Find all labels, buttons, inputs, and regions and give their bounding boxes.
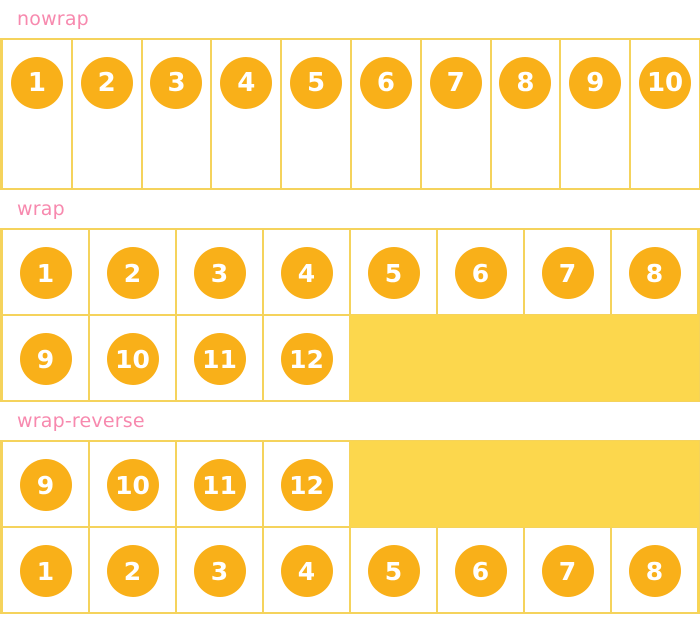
item-circle: 6 xyxy=(454,545,507,597)
item-circle: 1 xyxy=(19,247,72,299)
flex-item: 3 xyxy=(176,229,263,315)
flex-item: 1 xyxy=(2,39,72,189)
flex-item: 9 xyxy=(2,441,89,527)
section-wrap-reverse: wrap-reverse 1 2 3 4 5 6 7 xyxy=(0,402,700,614)
section-label-wrap: wrap xyxy=(17,198,65,220)
flex-item: 9 xyxy=(560,39,631,189)
item-circle: 11 xyxy=(193,333,246,385)
item-circle: 8 xyxy=(628,247,681,299)
item-circle: 8 xyxy=(499,57,552,109)
item-circle: 9 xyxy=(19,459,72,511)
flex-item: 11 xyxy=(176,315,263,401)
flex-item: 6 xyxy=(437,527,524,613)
flex-item: 2 xyxy=(71,39,142,189)
item-circle: 5 xyxy=(367,247,420,299)
section-label-wrap-reverse: wrap-reverse xyxy=(17,410,145,432)
item-circle: 12 xyxy=(280,333,333,385)
item-circle: 4 xyxy=(280,545,333,597)
item-circle: 7 xyxy=(429,57,482,109)
item-circle: 7 xyxy=(541,545,594,597)
flex-item: 3 xyxy=(176,527,263,613)
flex-item: 7 xyxy=(524,229,611,315)
item-circle: 4 xyxy=(220,57,273,109)
flex-item: 8 xyxy=(490,39,561,189)
item-circle: 2 xyxy=(106,545,159,597)
flex-item: 10 xyxy=(630,39,700,189)
item-circle: 10 xyxy=(106,459,159,511)
item-circle: 3 xyxy=(193,545,246,597)
flex-item: 6 xyxy=(350,39,421,189)
flex-item: 11 xyxy=(176,441,263,527)
flex-item: 6 xyxy=(437,229,524,315)
item-circle: 3 xyxy=(150,57,203,109)
flex-item: 1 xyxy=(2,527,89,613)
flex-item: 9 xyxy=(2,315,89,401)
section-wrap: wrap 1 2 3 4 5 6 7 8 xyxy=(0,190,700,402)
item-circle: 5 xyxy=(367,545,420,597)
flex-item: 3 xyxy=(141,39,212,189)
flex-item: 1 xyxy=(2,229,89,315)
item-circle: 12 xyxy=(280,459,333,511)
item-circle: 9 xyxy=(19,333,72,385)
flex-item: 10 xyxy=(89,315,176,401)
item-circle: 2 xyxy=(106,247,159,299)
section-nowrap: nowrap 1 2 3 4 5 6 7 8 xyxy=(0,0,700,190)
item-circle: 5 xyxy=(290,57,343,109)
flex-item: 5 xyxy=(281,39,351,189)
flex-item: 10 xyxy=(89,441,176,527)
item-circle: 10 xyxy=(639,57,692,109)
flex-item: 2 xyxy=(89,527,176,613)
item-circle: 1 xyxy=(19,545,72,597)
flex-item: 12 xyxy=(263,441,350,527)
flex-item: 5 xyxy=(350,229,437,315)
item-circle: 11 xyxy=(193,459,246,511)
item-circle: 1 xyxy=(10,57,63,109)
item-circle: 8 xyxy=(628,545,681,597)
flex-item: 8 xyxy=(611,229,698,315)
flex-item: 7 xyxy=(420,39,491,189)
flex-item: 2 xyxy=(89,229,176,315)
item-circle: 3 xyxy=(193,247,246,299)
flex-item: 4 xyxy=(211,39,282,189)
section-label-nowrap: nowrap xyxy=(17,8,89,30)
flex-container-wrap: 1 2 3 4 5 6 7 8 9 xyxy=(0,228,700,402)
item-circle: 6 xyxy=(454,247,507,299)
flex-container-nowrap: 1 2 3 4 5 6 7 8 9 xyxy=(0,38,700,190)
item-circle: 6 xyxy=(359,57,412,109)
item-circle: 4 xyxy=(280,247,333,299)
flex-item: 8 xyxy=(611,527,698,613)
item-circle: 10 xyxy=(106,333,159,385)
flex-item: 12 xyxy=(263,315,350,401)
item-circle: 9 xyxy=(569,57,622,109)
item-circle: 2 xyxy=(80,57,133,109)
flex-item: 7 xyxy=(524,527,611,613)
flex-item: 4 xyxy=(263,527,350,613)
item-circle: 7 xyxy=(541,247,594,299)
flex-item: 4 xyxy=(263,229,350,315)
flex-container-wrap-reverse: 1 2 3 4 5 6 7 8 9 xyxy=(0,440,700,614)
flex-item: 5 xyxy=(350,527,437,613)
